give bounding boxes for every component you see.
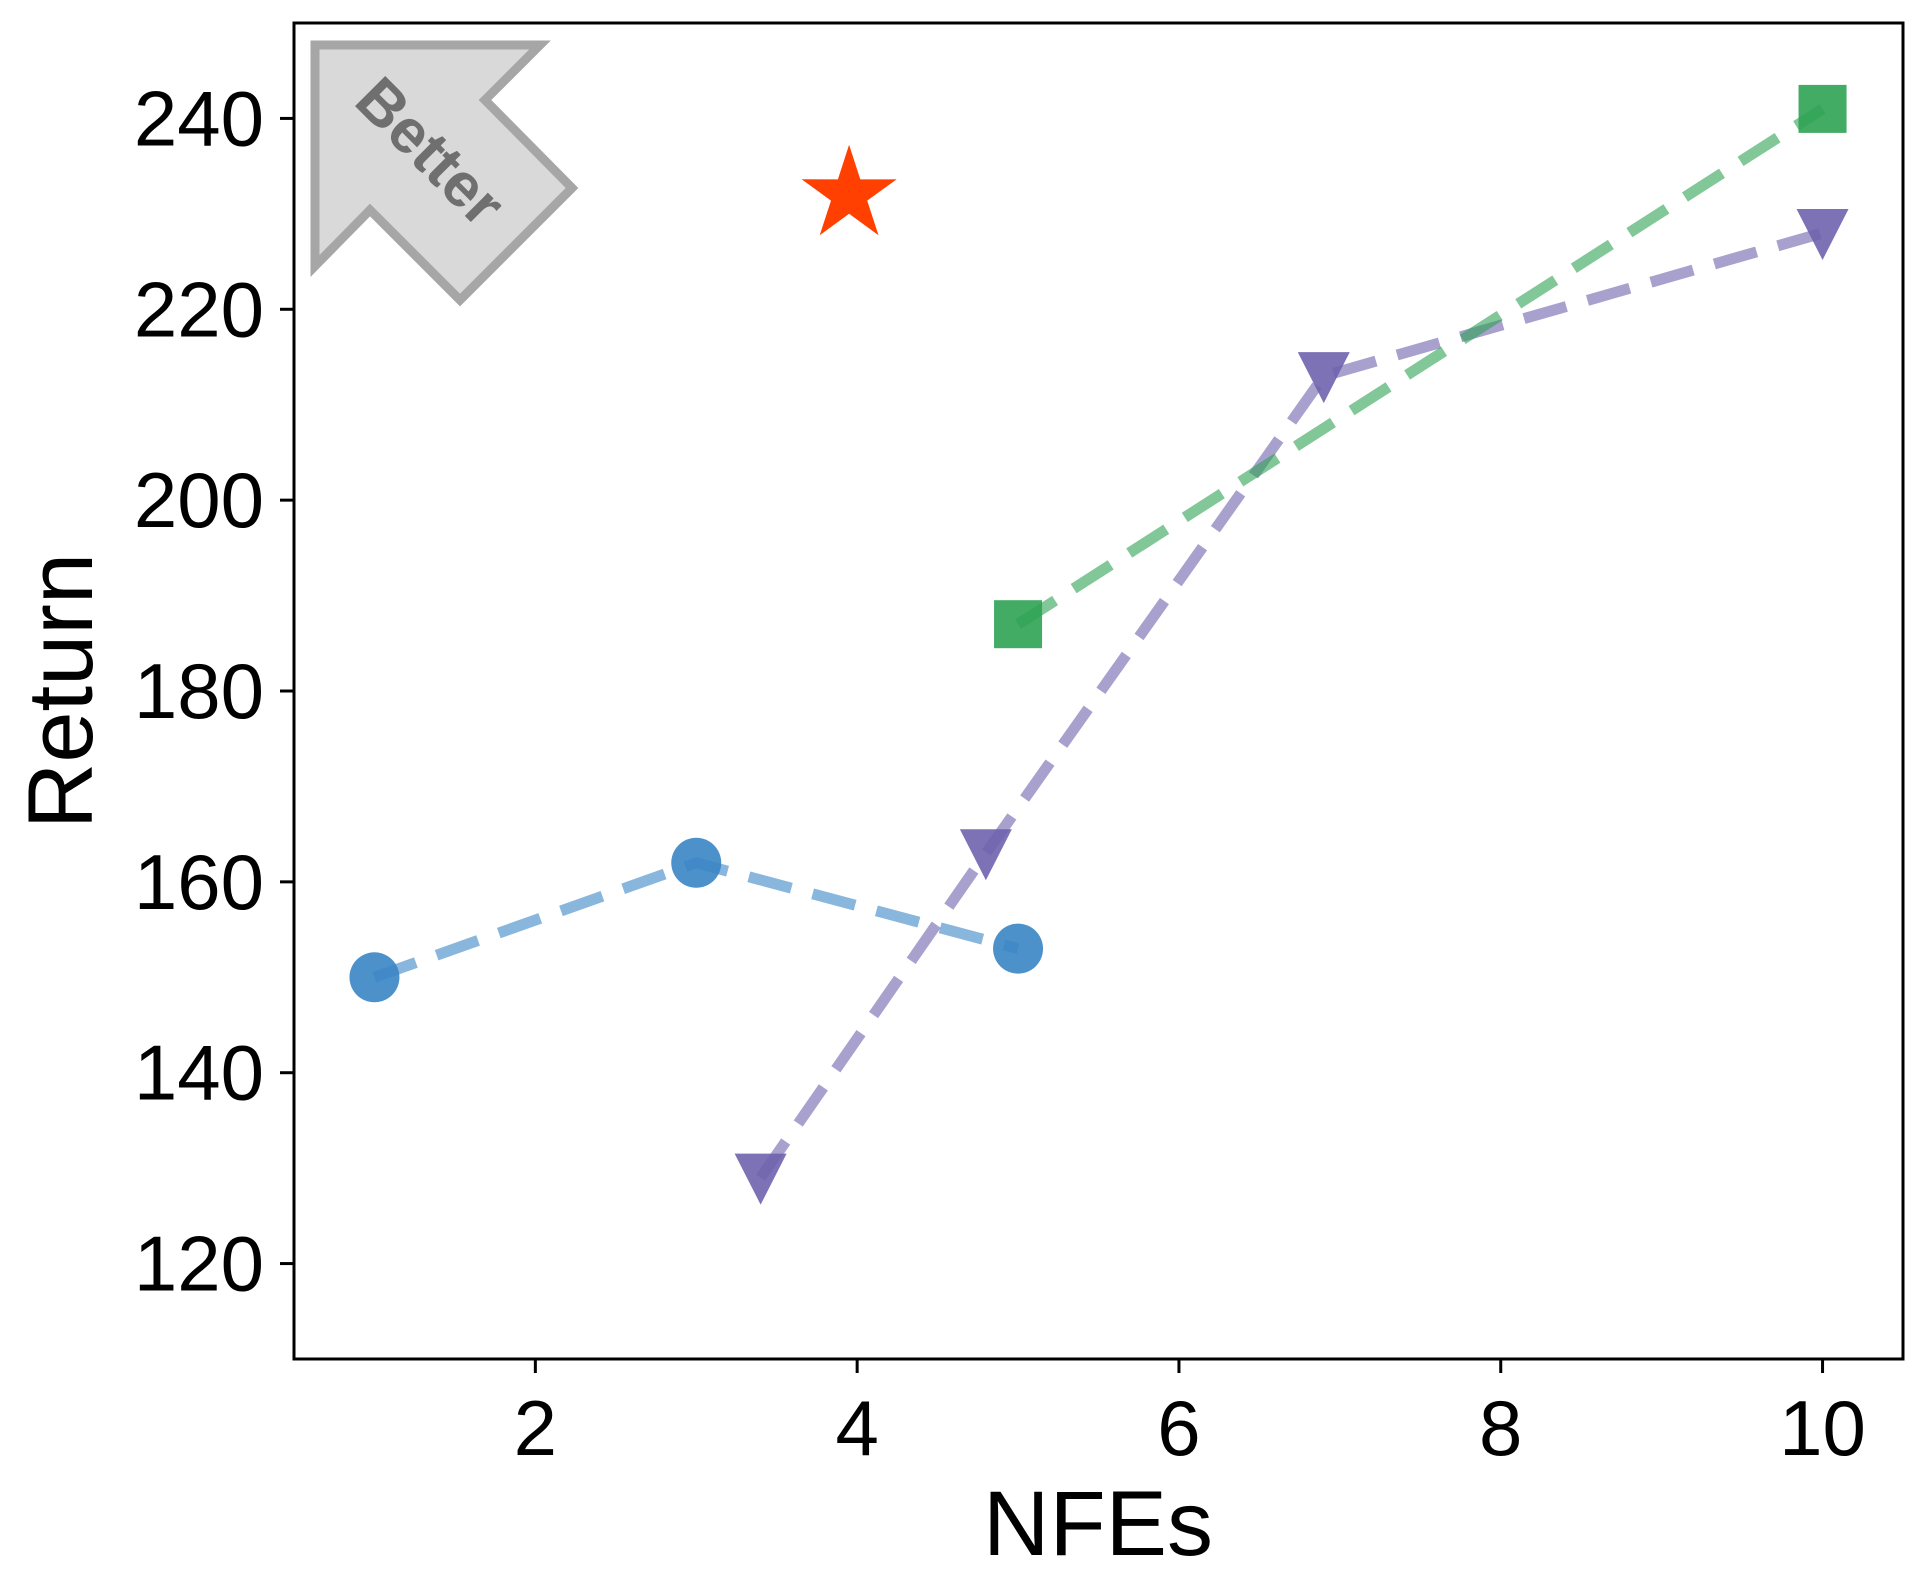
series-circle (349, 837, 1044, 1003)
series-layer (349, 84, 1849, 1205)
x-tick-label: 6 (1157, 1384, 1200, 1472)
x-tick-label: 2 (514, 1384, 557, 1472)
data-point (1798, 84, 1847, 133)
y-tick-label: 180 (134, 647, 264, 735)
axes: 2 4 6 8 10 120 140 160 180 200 220 240 NFEs Return (10, 21, 1905, 1575)
y-axis-ticks: 120 140 160 180 200 220 240 (134, 74, 294, 1308)
series-triangle-down (734, 208, 1849, 1205)
series-square (994, 84, 1847, 649)
data-point (671, 837, 722, 888)
x-axis-title: NFEs (983, 1473, 1213, 1575)
y-tick-label: 200 (134, 456, 264, 544)
series-star (801, 144, 897, 236)
data-point (959, 829, 1012, 881)
data-point (801, 144, 897, 236)
data-point (349, 952, 400, 1003)
data-point (994, 600, 1043, 649)
y-tick-label: 240 (134, 74, 264, 162)
data-point (734, 1153, 787, 1205)
y-tick-label: 120 (134, 1220, 264, 1308)
data-point (1796, 208, 1849, 260)
data-point (1297, 352, 1350, 404)
data-point (993, 923, 1044, 974)
y-axis-title: Return (10, 553, 112, 829)
x-tick-label: 4 (835, 1384, 878, 1472)
x-tick-label: 10 (1779, 1384, 1866, 1472)
x-axis-ticks: 2 4 6 8 10 (514, 1359, 1866, 1472)
better-arrow-icon (310, 40, 579, 307)
series-line (756, 227, 1825, 1181)
series-line (1015, 104, 1826, 629)
y-tick-label: 160 (134, 838, 264, 926)
better-badge: Better (310, 40, 579, 307)
x-tick-label: 8 (1479, 1384, 1522, 1472)
y-tick-label: 220 (134, 265, 264, 353)
y-tick-label: 140 (134, 1029, 264, 1117)
